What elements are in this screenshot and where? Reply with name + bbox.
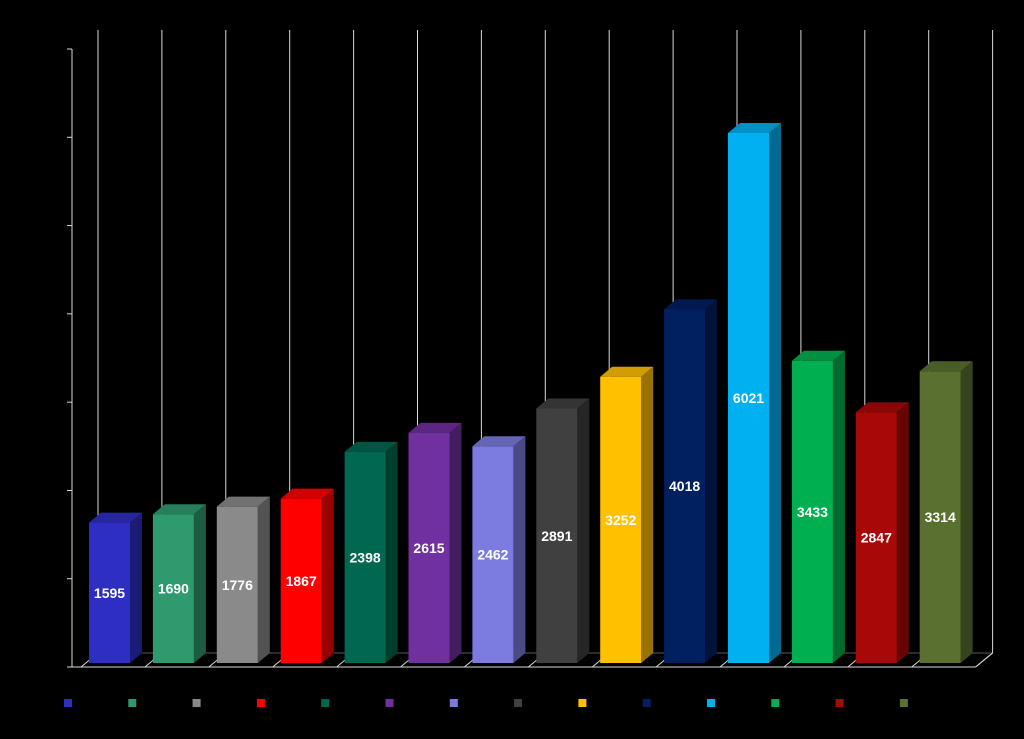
bar-side [257,496,270,663]
data-label: 2398 [350,549,381,565]
bar [855,412,897,663]
data-label: 1867 [286,573,317,589]
bar-top [89,512,142,523]
floor-diagonal [975,652,993,668]
bar [472,446,514,663]
bar [280,498,322,663]
bar [152,514,194,663]
data-label: 2891 [541,528,572,544]
bar [408,432,450,663]
legend-swatch [835,699,844,707]
data-label: 4018 [669,478,700,494]
bar [216,506,258,663]
bar-side [193,504,206,663]
legend-swatch [192,699,201,707]
bar-side [449,422,462,663]
bar-top [408,422,462,433]
data-label: 3314 [925,509,956,525]
legend-swatch [128,699,137,707]
bar-top [919,361,973,372]
bar-top [600,366,654,377]
bar [728,133,769,663]
legend-swatch [64,699,72,707]
legend-swatch [385,699,394,707]
legend-swatch [707,699,715,707]
bar-top [280,488,334,499]
bar-side [641,366,654,663]
bar-top [344,441,398,452]
bar-side [130,512,142,663]
legend-swatch [449,699,458,707]
bar-layer [89,123,973,663]
legend-swatch [771,699,780,707]
data-label: 1690 [158,581,189,597]
data-label: 1776 [222,577,253,593]
bar-side [577,398,590,663]
legend-swatch [899,699,908,707]
bar [89,522,130,663]
bar [664,309,706,663]
data-label: 2462 [477,547,508,563]
bar-side [513,436,526,663]
bar [536,408,578,663]
bar-top [472,436,526,447]
legend-swatch [514,699,523,707]
bar-side [705,299,718,663]
legend-swatch [321,699,330,707]
data-label: 3433 [797,504,828,520]
bar [600,376,642,663]
bar [919,371,961,663]
bar-side [960,361,973,663]
bar-top [152,504,206,515]
data-label: 6021 [733,390,764,406]
bar-top [664,299,718,310]
data-label: 3252 [605,512,636,528]
bar-top [536,398,590,409]
label-layer: 1595 1690 1776 1867 2398 2615 2462 2891 3252 4018… [94,390,956,601]
bar-side [896,402,909,663]
bar-top [855,402,909,413]
data-label: 2615 [413,540,444,556]
legend-swatch [642,699,651,707]
bar [791,360,833,663]
bar-top [728,123,781,133]
bar [344,451,386,663]
bar-side [385,441,398,663]
bar-side [769,123,781,663]
legend [64,699,908,707]
legend-swatch [256,699,265,707]
bar-top [791,350,845,361]
bar-side [832,350,845,663]
bar-side [321,488,334,663]
data-label: 2847 [861,530,892,546]
data-label: 1595 [94,585,125,601]
legend-swatch [578,699,587,707]
bar-top [216,496,270,507]
